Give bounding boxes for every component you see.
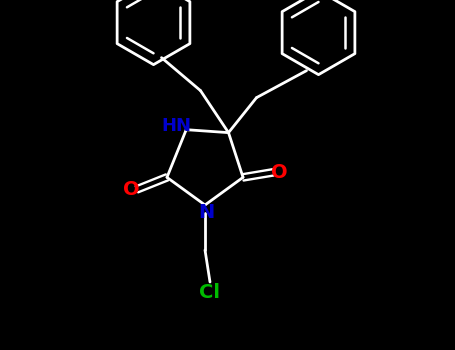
Text: O: O [123,180,139,199]
Text: O: O [271,163,288,182]
Text: Cl: Cl [199,282,221,301]
Text: N: N [198,203,214,222]
Text: HN: HN [161,117,191,135]
